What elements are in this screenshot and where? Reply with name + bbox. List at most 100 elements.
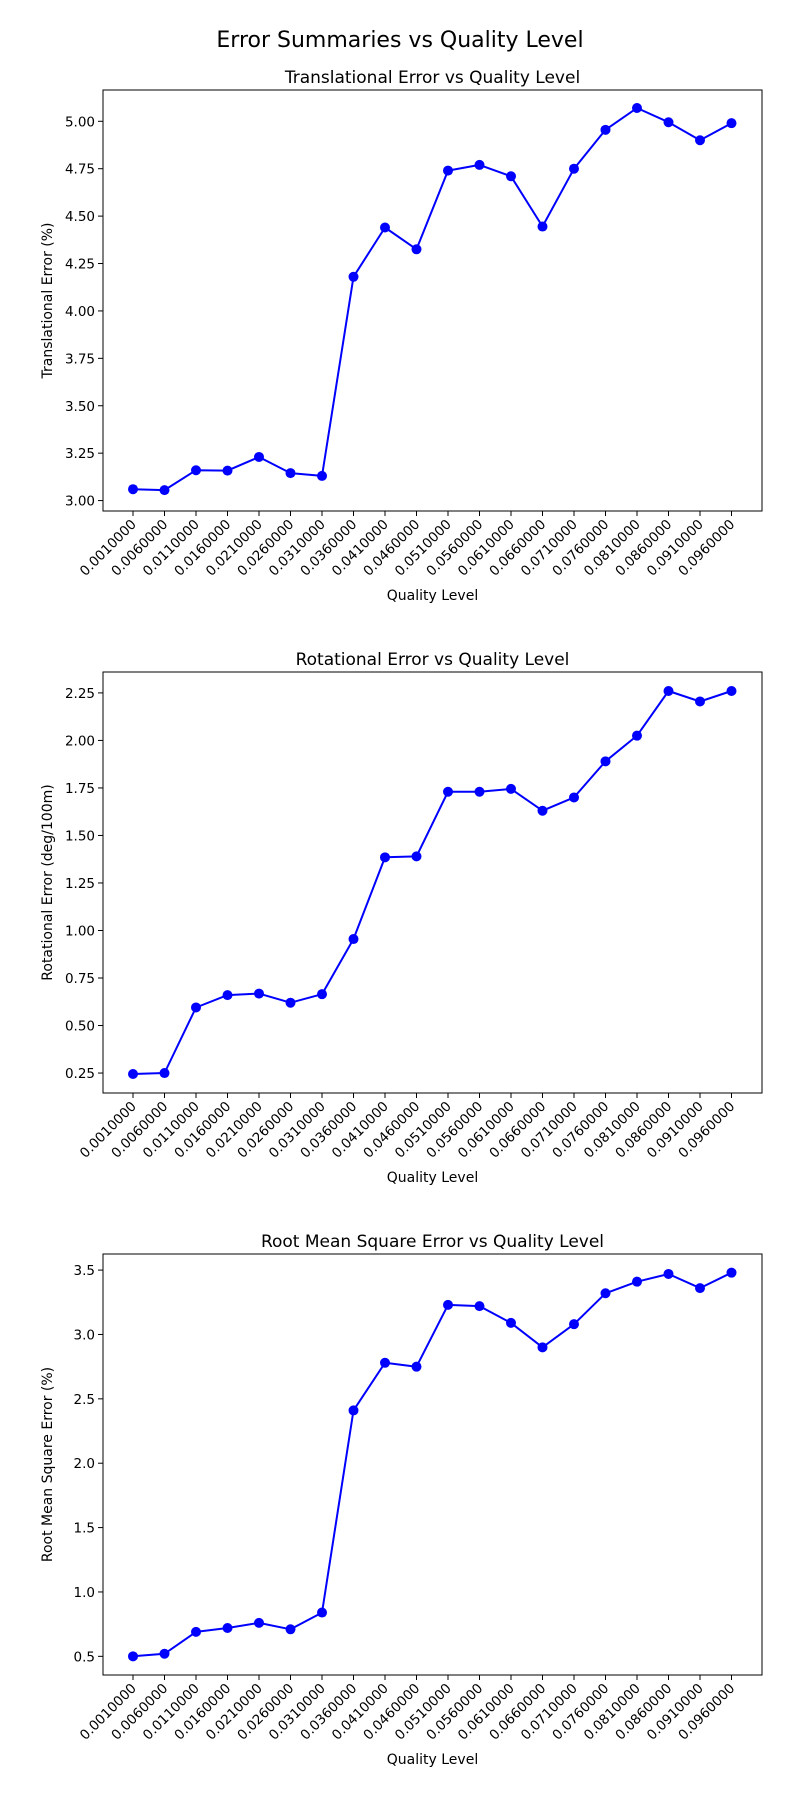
data-point xyxy=(506,783,516,794)
y-tick-label: 1.00 xyxy=(65,923,95,939)
y-tick-label: 1.75 xyxy=(65,781,95,797)
data-point xyxy=(569,1319,579,1330)
data-point xyxy=(632,1276,642,1287)
data-point xyxy=(663,686,674,697)
y-tick-label: 4.75 xyxy=(65,162,95,178)
data-point xyxy=(632,730,642,741)
data-point xyxy=(317,470,327,481)
subplot-3: Root Mean Square Error vs Quality Level 0… xyxy=(40,1232,763,1768)
data-point xyxy=(600,1288,611,1299)
y-tick-label: 4.25 xyxy=(65,257,95,273)
data-point xyxy=(254,1617,264,1628)
data-point xyxy=(569,792,579,803)
y-tick-label: 0.5 xyxy=(74,1649,95,1665)
data-point xyxy=(380,1357,390,1368)
data-point xyxy=(380,222,390,233)
figure-suptitle: Error Summaries vs Quality Level xyxy=(216,28,584,53)
data-point xyxy=(380,852,390,863)
x-axis-label: Quality Level xyxy=(387,1170,478,1186)
data-point xyxy=(317,1607,327,1618)
plot-area-frame xyxy=(102,89,763,512)
subplot-2: Rotational Error vs Quality Level 0.25 0.5… xyxy=(40,650,763,1186)
data-point xyxy=(254,451,264,462)
data-point xyxy=(537,805,548,816)
data-point xyxy=(537,1342,548,1353)
data-point xyxy=(474,159,485,170)
y-tick-label: 2.25 xyxy=(65,686,95,702)
y-tick-label: 3.5 xyxy=(74,1263,95,1279)
y-tick-label: 2.00 xyxy=(65,733,95,749)
plot-area-frame xyxy=(102,671,763,1094)
data-point xyxy=(506,1317,516,1328)
y-tick-label: 1.50 xyxy=(65,828,95,844)
y-tick-label: 1.0 xyxy=(74,1585,95,1601)
data-point xyxy=(222,465,233,476)
data-point xyxy=(317,989,327,1000)
series-line xyxy=(132,107,732,492)
data-point xyxy=(191,465,201,476)
data-point xyxy=(191,1626,201,1637)
x-axis-label: Quality Level xyxy=(387,1752,478,1768)
data-point xyxy=(443,786,453,797)
data-point xyxy=(600,124,611,135)
data-point xyxy=(254,988,264,999)
data-point xyxy=(569,163,579,174)
subplot-title: Translational Error vs Quality Level xyxy=(284,68,580,88)
y-tick-label: 3.75 xyxy=(65,351,95,367)
y-tick-label: 3.25 xyxy=(65,446,95,462)
data-point xyxy=(726,686,737,697)
data-point xyxy=(443,165,453,176)
y-axis-label: Rotational Error (deg/100m) xyxy=(40,784,56,980)
data-point xyxy=(474,1301,485,1312)
data-point xyxy=(222,1623,233,1634)
data-point xyxy=(600,756,611,767)
data-point xyxy=(537,221,548,232)
y-tick-label: 1.25 xyxy=(65,876,95,892)
y-tick-label: 3.00 xyxy=(65,494,95,510)
y-tick-label: 2.5 xyxy=(74,1392,95,1408)
y-tick-label: 4.50 xyxy=(65,209,95,225)
data-point xyxy=(159,485,170,496)
y-tick-label: 1.5 xyxy=(74,1521,95,1537)
data-point xyxy=(663,1268,674,1279)
series-line xyxy=(132,690,732,1075)
data-point xyxy=(695,1283,705,1294)
y-tick-label: 2.0 xyxy=(74,1456,95,1472)
plot-area-frame xyxy=(102,1253,763,1676)
y-tick-label: 3.50 xyxy=(65,399,95,415)
y-tick-label: 5.00 xyxy=(65,114,95,130)
data-point xyxy=(159,1648,170,1659)
data-point xyxy=(474,786,485,797)
y-axis-label: Root Mean Square Error (%) xyxy=(40,1367,56,1562)
data-point xyxy=(222,990,233,1001)
data-point xyxy=(695,135,705,146)
data-point xyxy=(159,1068,170,1079)
data-point xyxy=(663,117,674,128)
subplot-1: Translational Error vs Quality Level 3.00… xyxy=(40,68,763,604)
data-point xyxy=(726,118,737,129)
y-tick-label: 0.50 xyxy=(65,1019,95,1035)
data-point xyxy=(348,1405,359,1416)
data-point xyxy=(506,171,516,182)
y-tick-label: 0.75 xyxy=(65,971,95,987)
data-point xyxy=(411,851,422,862)
data-point xyxy=(285,1624,296,1635)
y-tick-label: 0.25 xyxy=(65,1066,95,1082)
data-point xyxy=(348,271,359,282)
x-axis-label: Quality Level xyxy=(387,588,478,604)
subplot-title: Rotational Error vs Quality Level xyxy=(296,650,570,670)
data-point xyxy=(695,696,705,707)
data-point xyxy=(128,1651,138,1662)
data-point xyxy=(191,1002,201,1013)
data-point xyxy=(411,244,422,255)
data-point xyxy=(411,1361,422,1372)
data-point xyxy=(443,1299,453,1310)
data-point xyxy=(128,1068,138,1079)
data-point xyxy=(128,484,138,495)
series-line xyxy=(132,1271,732,1658)
subplot-title: Root Mean Square Error vs Quality Level xyxy=(261,1232,604,1252)
y-axis-label: Translational Error (%) xyxy=(40,222,56,379)
data-point xyxy=(632,103,642,114)
y-tick-label: 4.00 xyxy=(65,304,95,320)
data-point xyxy=(726,1267,737,1278)
